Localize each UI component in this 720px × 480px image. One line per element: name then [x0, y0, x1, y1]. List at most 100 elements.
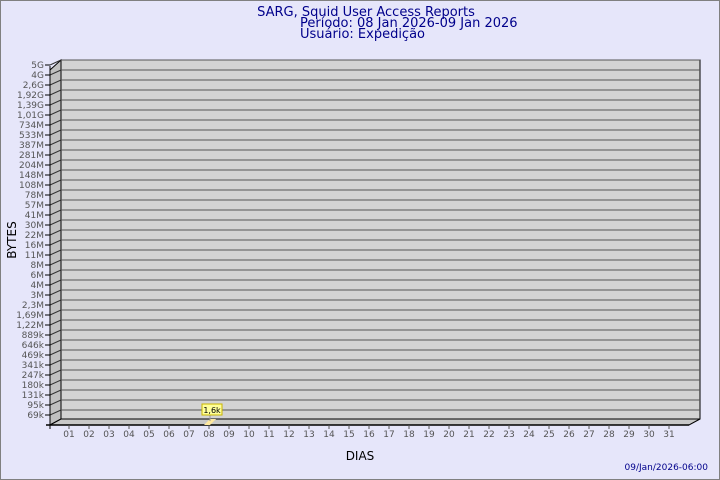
- x-tick-label: 28: [603, 430, 615, 440]
- y-tick-label: 1,69M: [16, 311, 44, 321]
- y-tick-label: 204M: [19, 161, 44, 171]
- y-gridline-side: [49, 279, 62, 286]
- y-gridline-side: [49, 379, 62, 386]
- y-axis-label: BYTES: [5, 221, 19, 258]
- y-tick-label: 533M: [19, 131, 44, 141]
- user-label: Usuário: Expedição: [300, 27, 425, 42]
- y-gridline-side: [49, 289, 62, 296]
- x-tick-label: 21: [463, 430, 474, 440]
- plot-floor: [49, 418, 701, 426]
- generated-timestamp: 09/Jan/2026-06:00: [625, 463, 709, 473]
- y-gridline-side: [49, 209, 62, 216]
- y-gridline-side: [49, 309, 62, 316]
- y-gridline-side: [49, 269, 62, 276]
- y-tick-label: 69k: [27, 411, 44, 421]
- y-tick-label: 3M: [31, 291, 45, 301]
- y-tick-label: 734M: [19, 121, 44, 131]
- x-tick-label: 09: [223, 430, 235, 440]
- x-tick-label: 20: [443, 430, 455, 440]
- y-tick-label: 95k: [27, 401, 44, 411]
- y-gridline-side: [49, 89, 62, 96]
- y-gridline-side: [49, 249, 62, 256]
- y-tick-label: 387M: [19, 141, 44, 151]
- x-tick-label: 27: [583, 430, 594, 440]
- y-tick-label: 341k: [22, 361, 45, 371]
- y-gridline-side: [49, 369, 62, 376]
- y-tick-label: 281M: [19, 151, 44, 161]
- y-gridline-side: [49, 149, 62, 156]
- x-tick-label: 11: [263, 430, 274, 440]
- y-gridline-side: [49, 329, 62, 336]
- y-tick-label: 108M: [19, 181, 44, 191]
- y-gridline-side: [49, 169, 62, 176]
- y-tick-label: 57M: [25, 201, 44, 211]
- x-tick-label: 25: [543, 430, 554, 440]
- y-tick-label: 646k: [22, 341, 45, 351]
- y-tick-label: 148M: [19, 171, 44, 181]
- y-gridline-side: [49, 359, 62, 366]
- y-gridline-side: [49, 119, 62, 126]
- y-gridline-side: [49, 409, 62, 416]
- x-tick-label: 26: [563, 430, 575, 440]
- y-gridline-side: [49, 229, 62, 236]
- y-tick-label: 41M: [25, 211, 44, 221]
- y-gridline-side: [49, 319, 62, 326]
- y-tick-label: 2,6G: [23, 81, 44, 91]
- bar-day-08: [204, 419, 216, 425]
- y-gridline-side: [49, 299, 62, 306]
- y-tick-label: 180k: [22, 381, 45, 391]
- y-gridline-side: [49, 349, 62, 356]
- y-tick-label: 1,01G: [17, 111, 44, 121]
- x-tick-label: 05: [143, 430, 154, 440]
- y-tick-label: 22M: [25, 231, 44, 241]
- y-gridline-side: [49, 159, 62, 166]
- x-tick-label: 12: [283, 430, 294, 440]
- x-axis-label: DIAS: [346, 449, 375, 463]
- x-tick-label: 22: [483, 430, 494, 440]
- y-gridline-side: [49, 339, 62, 346]
- y-gridline-side: [49, 139, 62, 146]
- y-gridline-side: [49, 59, 62, 66]
- x-tick-label: 15: [343, 430, 354, 440]
- x-tick-label: 02: [83, 430, 94, 440]
- y-tick-label: 4G: [31, 71, 44, 81]
- x-tick-label: 16: [363, 430, 375, 440]
- data-label: 1,6k: [203, 406, 221, 415]
- x-tick-label: 04: [123, 430, 135, 440]
- x-tick-label: 01: [63, 430, 74, 440]
- y-gridline-side: [49, 189, 62, 196]
- y-tick-label: 889k: [22, 331, 45, 341]
- y-gridline-side: [49, 179, 62, 186]
- chart-title: SARG, Squid User Access Reports: [257, 5, 475, 20]
- y-gridline-side: [49, 389, 62, 396]
- period-label: Período: 08 Jan 2026-09 Jan 2026: [300, 16, 518, 31]
- x-tick-label: 29: [623, 430, 635, 440]
- y-tick-label: 469k: [22, 351, 45, 361]
- y-tick-label: 1,22M: [16, 321, 44, 331]
- y-tick-label: 247k: [22, 371, 45, 381]
- y-gridline-side: [49, 129, 62, 136]
- y-gridline-side: [49, 99, 62, 106]
- x-tick-label: 14: [323, 430, 335, 440]
- x-tick-label: 10: [243, 430, 255, 440]
- x-tick-label: 30: [643, 430, 655, 440]
- y-tick-label: 1,39G: [17, 101, 44, 111]
- x-tick-label: 08: [203, 430, 215, 440]
- x-tick-label: 18: [403, 430, 415, 440]
- x-tick-label: 24: [523, 430, 535, 440]
- x-tick-label: 17: [383, 430, 394, 440]
- y-gridline-side: [49, 239, 62, 246]
- y-gridline-side: [49, 79, 62, 86]
- y-tick-label: 4M: [31, 281, 45, 291]
- x-tick-label: 07: [183, 430, 194, 440]
- y-gridline-side: [49, 259, 62, 266]
- y-tick-label: 16M: [25, 241, 44, 251]
- y-tick-label: 2,3M: [22, 301, 44, 311]
- x-tick-label: 19: [423, 430, 435, 440]
- y-gridline-side: [49, 199, 62, 206]
- y-tick-label: 78M: [25, 191, 44, 201]
- x-tick-label: 23: [503, 430, 514, 440]
- y-tick-label: 6M: [31, 271, 45, 281]
- y-tick-label: 8M: [31, 261, 45, 271]
